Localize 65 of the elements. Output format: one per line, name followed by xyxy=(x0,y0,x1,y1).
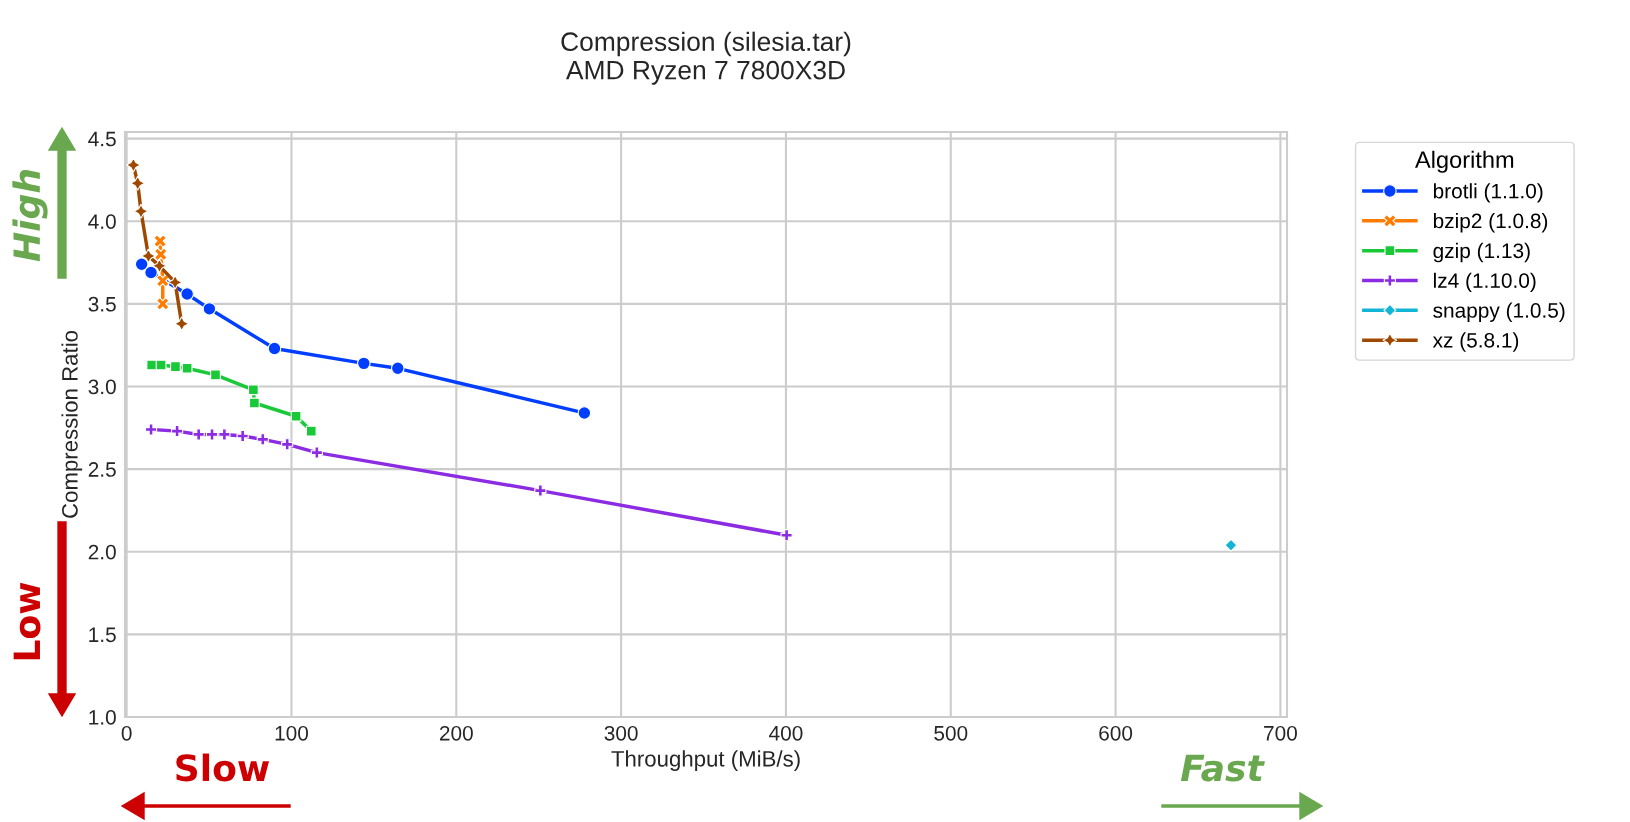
text: Slow xyxy=(176,753,270,782)
x-tick-label: 500 xyxy=(934,725,968,741)
x-tick-label: 400 xyxy=(769,725,803,741)
point xyxy=(167,274,183,290)
legend-label: snappy (1.0.5) xyxy=(1433,302,1565,322)
point xyxy=(151,258,167,274)
point xyxy=(202,302,217,316)
text: High xyxy=(12,170,48,262)
point xyxy=(130,175,146,191)
legend-label: lz4 (1.10.0) xyxy=(1434,272,1536,293)
y-tick-label: 1.0 xyxy=(89,710,116,725)
point xyxy=(357,356,371,371)
point xyxy=(144,423,158,436)
legend-label: brotli (1.1.0) xyxy=(1433,183,1543,203)
point xyxy=(210,369,221,381)
point xyxy=(155,359,167,371)
point xyxy=(133,203,149,219)
x-tick-label: 0 xyxy=(121,725,132,741)
point xyxy=(134,257,149,272)
point xyxy=(577,406,592,420)
point xyxy=(144,265,158,280)
text: Low xyxy=(13,582,41,660)
legend-title: Algorithm xyxy=(1415,150,1514,173)
point xyxy=(205,428,219,441)
point xyxy=(256,433,269,446)
point xyxy=(218,428,231,441)
point xyxy=(534,484,547,497)
y-tick-label: 2.5 xyxy=(88,462,116,477)
point xyxy=(155,297,170,311)
x-tick-label: 100 xyxy=(275,725,309,741)
point xyxy=(780,529,793,542)
y-tick-label: 1.5 xyxy=(89,627,116,643)
point xyxy=(310,446,323,459)
point xyxy=(153,247,168,262)
point xyxy=(390,361,405,376)
legend-label: xz (5.8.1) xyxy=(1432,332,1519,352)
point xyxy=(125,157,141,173)
point xyxy=(170,424,184,438)
y-tick-label: 4.0 xyxy=(88,214,116,229)
point xyxy=(153,234,167,248)
legend-label: bzip2 (1.0.8) xyxy=(1433,213,1548,233)
y-axis-title: Compression Ratio xyxy=(61,330,83,518)
x-axis-title: Throughput (MiB/s) xyxy=(611,750,800,772)
x-tick-label: 600 xyxy=(1099,725,1133,741)
y-tick-label: 3.5 xyxy=(88,296,116,312)
y-tick-label: 3.0 xyxy=(88,379,116,395)
point xyxy=(140,248,156,264)
point xyxy=(290,410,302,422)
x-tick-label: 300 xyxy=(604,725,638,741)
point xyxy=(1224,538,1238,552)
text: Fast xyxy=(1180,754,1265,782)
y-tick-label: 2.0 xyxy=(88,544,116,560)
point xyxy=(281,438,294,451)
x-tick-label: 200 xyxy=(439,725,473,741)
x-tick-label: 700 xyxy=(1264,725,1297,741)
point xyxy=(180,287,194,301)
point xyxy=(192,428,205,441)
point xyxy=(155,273,170,288)
y-tick-label: 4.5 xyxy=(88,131,116,147)
point xyxy=(267,341,282,356)
point xyxy=(305,425,317,437)
legend-label: gzip (1.13) xyxy=(1433,242,1530,263)
chart-title: Compression (silesia.tar) AMD Ryzen 7 7800X3D xyxy=(561,31,851,85)
point xyxy=(236,429,249,443)
point xyxy=(247,384,259,396)
